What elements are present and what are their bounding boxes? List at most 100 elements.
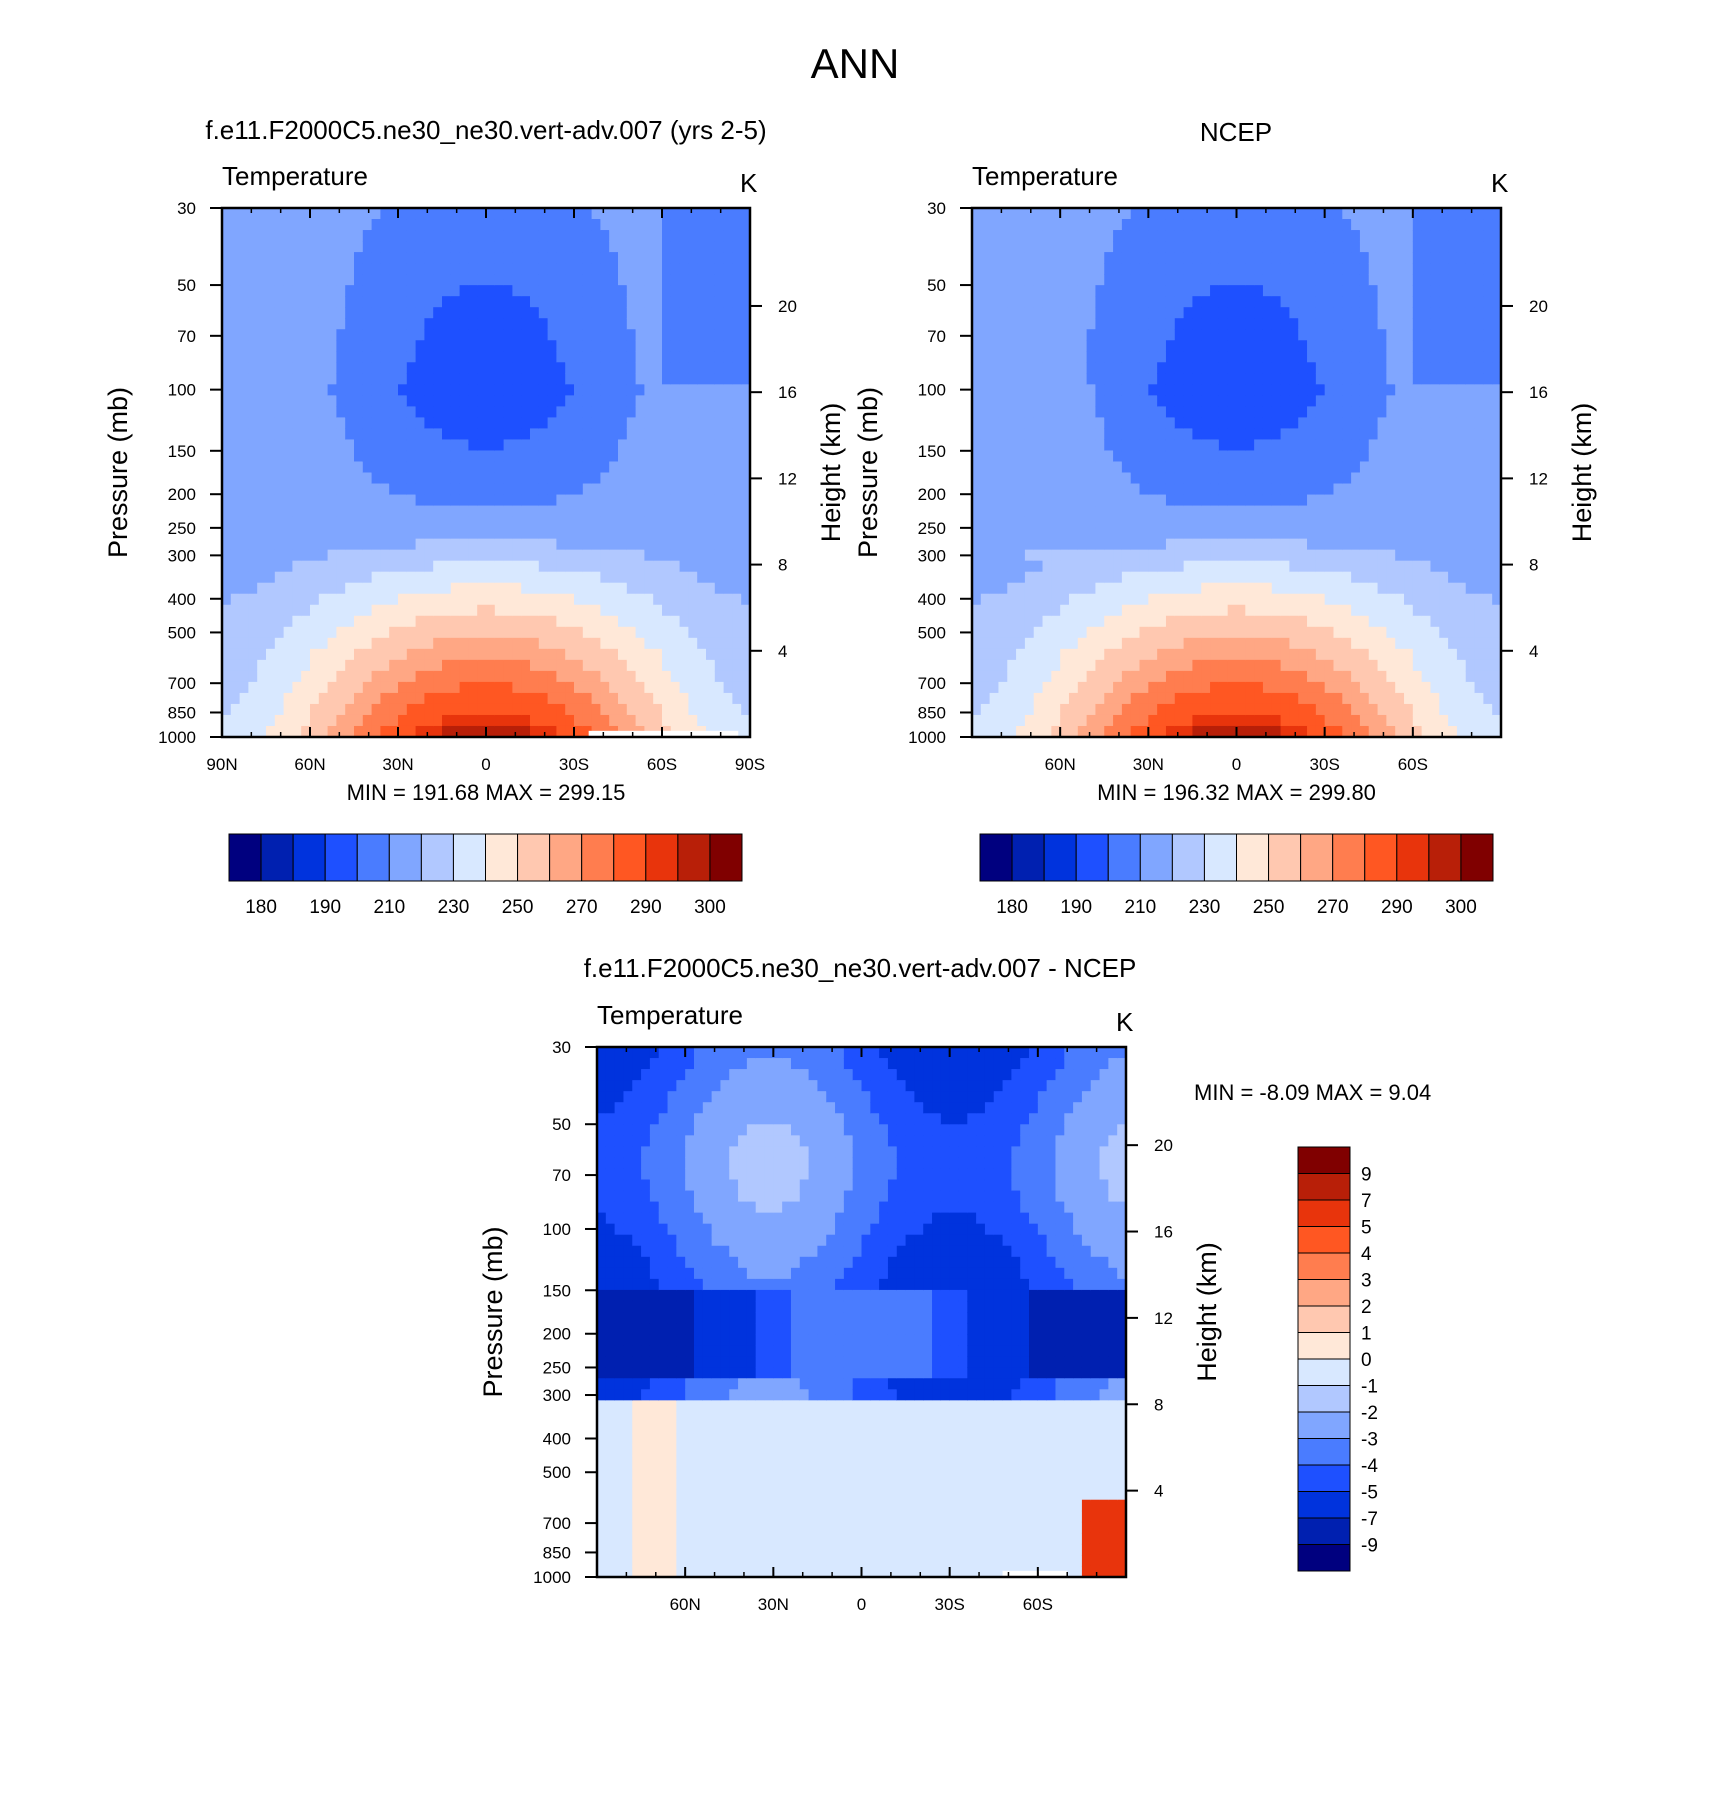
- x-tick-label: 30S: [559, 755, 589, 774]
- contour-cell: [653, 373, 663, 385]
- contour-cell: [998, 296, 1008, 308]
- contour-cell: [1148, 230, 1158, 242]
- contour-cell: [398, 406, 408, 418]
- contour-cell: [1007, 263, 1017, 275]
- contour-cell: [1007, 219, 1017, 231]
- contour-cell: [222, 307, 232, 319]
- contour-cell: [972, 582, 982, 595]
- contour-cell: [362, 505, 373, 518]
- contour-cell: [644, 549, 654, 562]
- contour-cell: [1148, 417, 1158, 430]
- contour-cell: [1051, 362, 1061, 374]
- contour-cell: [1174, 703, 1185, 716]
- contour-cell: [1121, 681, 1132, 694]
- contour-cell: [1113, 340, 1123, 352]
- contour-cell: [248, 208, 258, 220]
- x-tick-label: 30N: [382, 755, 413, 774]
- contour-cell: [670, 219, 681, 231]
- contour-cell: [283, 604, 293, 617]
- contour-cell: [477, 648, 487, 661]
- contour-cell: [1130, 241, 1141, 253]
- contour-cell: [662, 626, 672, 639]
- contour-cell: [1077, 285, 1088, 297]
- contour-cell: [1227, 296, 1238, 308]
- contour-cell: [248, 648, 258, 661]
- contour-cell: [556, 472, 566, 485]
- contour-cell: [653, 527, 663, 540]
- contour-cell: [1016, 219, 1026, 231]
- contour-cell: [1051, 648, 1061, 661]
- contour-cell: [415, 417, 425, 430]
- contour-cell: [670, 208, 681, 220]
- contour-cell: [1139, 483, 1149, 496]
- contour-cell: [512, 538, 522, 551]
- contour-cell: [732, 230, 742, 242]
- contour-cell: [714, 692, 725, 705]
- contour-cell: [565, 527, 575, 540]
- contour-cell: [257, 472, 267, 485]
- contour-cell: [688, 285, 698, 297]
- contour-cell: [521, 593, 531, 606]
- contour-cell: [1077, 626, 1088, 639]
- colorbar-label: 210: [373, 897, 405, 918]
- contour-cell: [292, 329, 302, 341]
- contour-cell: [980, 626, 991, 639]
- contour-cell: [980, 263, 991, 275]
- contour-cell: [380, 230, 390, 242]
- contour-cell: [1148, 505, 1158, 518]
- contour-cell: [626, 252, 637, 264]
- contour-cell: [670, 615, 681, 628]
- contour-cell: [582, 252, 593, 264]
- contour-cell: [327, 362, 337, 374]
- contour-cell: [1157, 230, 1167, 242]
- contour-cell: [1130, 274, 1141, 286]
- contour-cell: [1210, 582, 1220, 595]
- contour-cell: [1086, 659, 1097, 672]
- contour-cell: [1280, 670, 1290, 683]
- contour-cell: [266, 285, 276, 297]
- contour-cell: [389, 208, 399, 220]
- contour-cell: [998, 615, 1008, 628]
- contour-cell: [1236, 252, 1246, 264]
- contour-cell: [697, 362, 707, 374]
- contour-cell: [989, 428, 1000, 441]
- contour-cell: [459, 604, 469, 617]
- contour-cell: [714, 505, 725, 518]
- contour-cell: [1148, 340, 1158, 352]
- contour-cell: [653, 395, 663, 407]
- contour-cell: [257, 417, 267, 430]
- contour-cell: [1280, 439, 1290, 452]
- contour-cell: [972, 395, 982, 407]
- contour-cell: [1165, 340, 1176, 352]
- contour-cell: [688, 263, 698, 275]
- contour-cell: [512, 296, 522, 308]
- contour-cell: [618, 307, 628, 319]
- contour-cell: [1174, 450, 1185, 463]
- contour-cell: [688, 439, 698, 452]
- contour-cell: [239, 208, 249, 220]
- contour-cell: [1315, 263, 1326, 275]
- contour-cell: [230, 505, 241, 518]
- contour-fill: [972, 208, 1502, 738]
- contour-cell: [1033, 439, 1044, 452]
- contour-cell: [389, 626, 399, 639]
- contour-cell: [1165, 208, 1176, 220]
- contour-cell: [1289, 670, 1299, 683]
- contour-cell: [371, 560, 381, 573]
- contour-cell: [239, 505, 249, 518]
- contour-cell: [1095, 549, 1105, 562]
- contour-cell: [714, 373, 725, 385]
- contour-cell: [565, 670, 575, 683]
- contour-cell: [486, 571, 496, 584]
- contour-cell: [741, 538, 751, 551]
- contour-cell: [653, 560, 663, 573]
- contour-cell: [1130, 329, 1141, 341]
- contour-cell: [1086, 461, 1097, 474]
- contour-cell: [741, 593, 751, 606]
- contour-cell: [1201, 549, 1211, 562]
- contour-cell: [1033, 626, 1044, 639]
- contour-cell: [732, 527, 742, 540]
- contour-cell: [635, 296, 645, 308]
- contour-cell: [1148, 527, 1158, 540]
- contour-cell: [310, 494, 320, 507]
